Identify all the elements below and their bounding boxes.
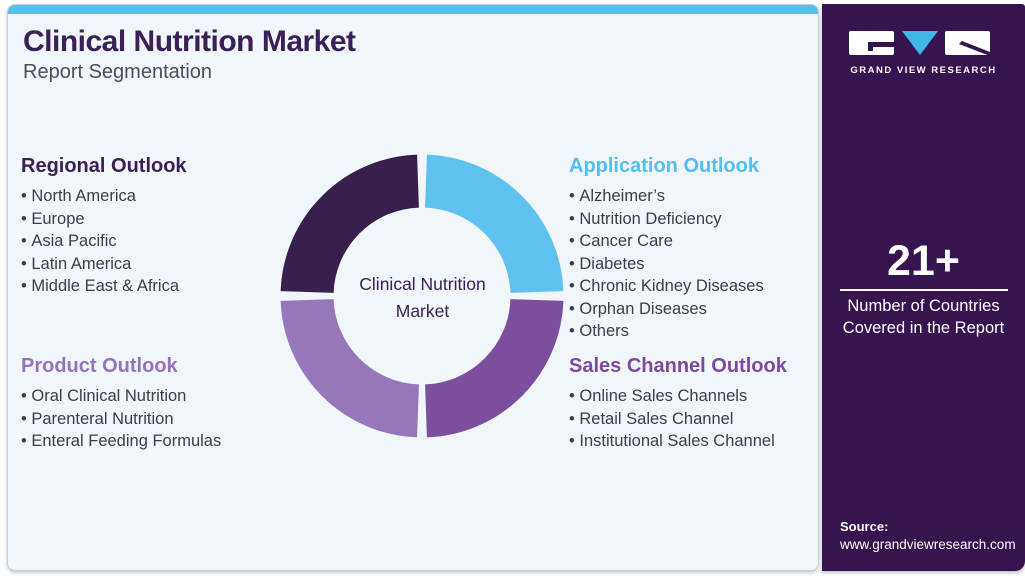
- list-item: Cancer Care: [569, 230, 839, 253]
- stat-value: 21+: [887, 237, 960, 285]
- source-block: Source: www.grandviewresearch.com: [840, 518, 1016, 554]
- letter-g-icon: [848, 31, 894, 55]
- donut-segment-sales-channel-outlook: [424, 298, 564, 438]
- section-title: Sales Channel Outlook: [569, 355, 787, 377]
- list-item: Alzheimer’s: [569, 185, 839, 208]
- page-title: Clinical Nutrition Market: [23, 25, 356, 58]
- donut-chart: [272, 146, 572, 446]
- section-title: Product Outlook: [21, 355, 178, 377]
- donut-center-label: Clinical Nutrition Market: [359, 274, 486, 321]
- section-product-outlook: Product Outlook Oral Clinical NutritionP…: [21, 353, 291, 453]
- list-item: Middle East & Africa: [21, 275, 291, 298]
- list-item: Online Sales Channels: [569, 385, 839, 408]
- list-item: Latin America: [21, 253, 291, 276]
- list-item: Retail Sales Channel: [569, 408, 839, 431]
- section-title: Regional Outlook: [21, 155, 187, 177]
- letter-r-icon: [944, 31, 990, 56]
- gvr-logo: GRAND VIEW RESEARCH: [822, 30, 1025, 76]
- section-list: North AmericaEuropeAsia PacificLatin Ame…: [21, 185, 291, 298]
- section-list: Oral Clinical NutritionParenteral Nutrit…: [21, 385, 291, 453]
- section-application-outlook: Application Outlook Alzheimer’sNutrition…: [569, 153, 839, 343]
- stat-divider: [839, 289, 1008, 291]
- section-sales-channel-outlook: Sales Channel Outlook Online Sales Chann…: [569, 353, 839, 453]
- countries-stat: 21+ Number of Countries Covered in the R…: [822, 238, 1025, 339]
- sidebar: GRAND VIEW RESEARCH 21+ Number of Countr…: [822, 4, 1025, 571]
- list-item: Nutrition Deficiency: [569, 208, 839, 231]
- list-item: North America: [21, 185, 291, 208]
- section-regional-outlook: Regional Outlook North AmericaEuropeAsia…: [21, 153, 291, 298]
- list-item: Others: [569, 320, 839, 343]
- list-item: Diabetes: [569, 253, 839, 276]
- list-item: Parenteral Nutrition: [21, 408, 291, 431]
- donut-segment-application-outlook: [424, 154, 564, 294]
- list-item: Orphan Diseases: [569, 298, 839, 321]
- list-item: Institutional Sales Channel: [569, 430, 839, 453]
- list-item: Europe: [21, 208, 291, 231]
- donut-chart-svg: [280, 154, 564, 438]
- gvr-logo-icon: [848, 31, 990, 56]
- v-triangle-icon: [901, 31, 938, 55]
- brand-name: GRAND VIEW RESEARCH: [850, 65, 997, 76]
- source-label: Source:: [840, 519, 889, 534]
- donut-segment-product-outlook: [280, 298, 420, 438]
- list-item: Chronic Kidney Diseases: [569, 275, 839, 298]
- section-title: Application Outlook: [569, 155, 759, 177]
- list-item: Enteral Feeding Formulas: [21, 430, 291, 453]
- section-list: Alzheimer’sNutrition DeficiencyCancer Ca…: [569, 185, 839, 343]
- list-item: Oral Clinical Nutrition: [21, 385, 291, 408]
- section-list: Online Sales ChannelsRetail Sales Channe…: [569, 385, 839, 453]
- top-accent-bar: [8, 5, 818, 14]
- stat-label: Number of Countries Covered in the Repor…: [842, 297, 1005, 337]
- main-panel: Clinical Nutrition Market Report Segment…: [7, 4, 819, 571]
- list-item: Asia Pacific: [21, 230, 291, 253]
- source-url: www.grandviewresearch.com: [840, 537, 1016, 552]
- page-subtitle: Report Segmentation: [23, 61, 213, 83]
- donut-segment-regional-outlook: [280, 154, 420, 294]
